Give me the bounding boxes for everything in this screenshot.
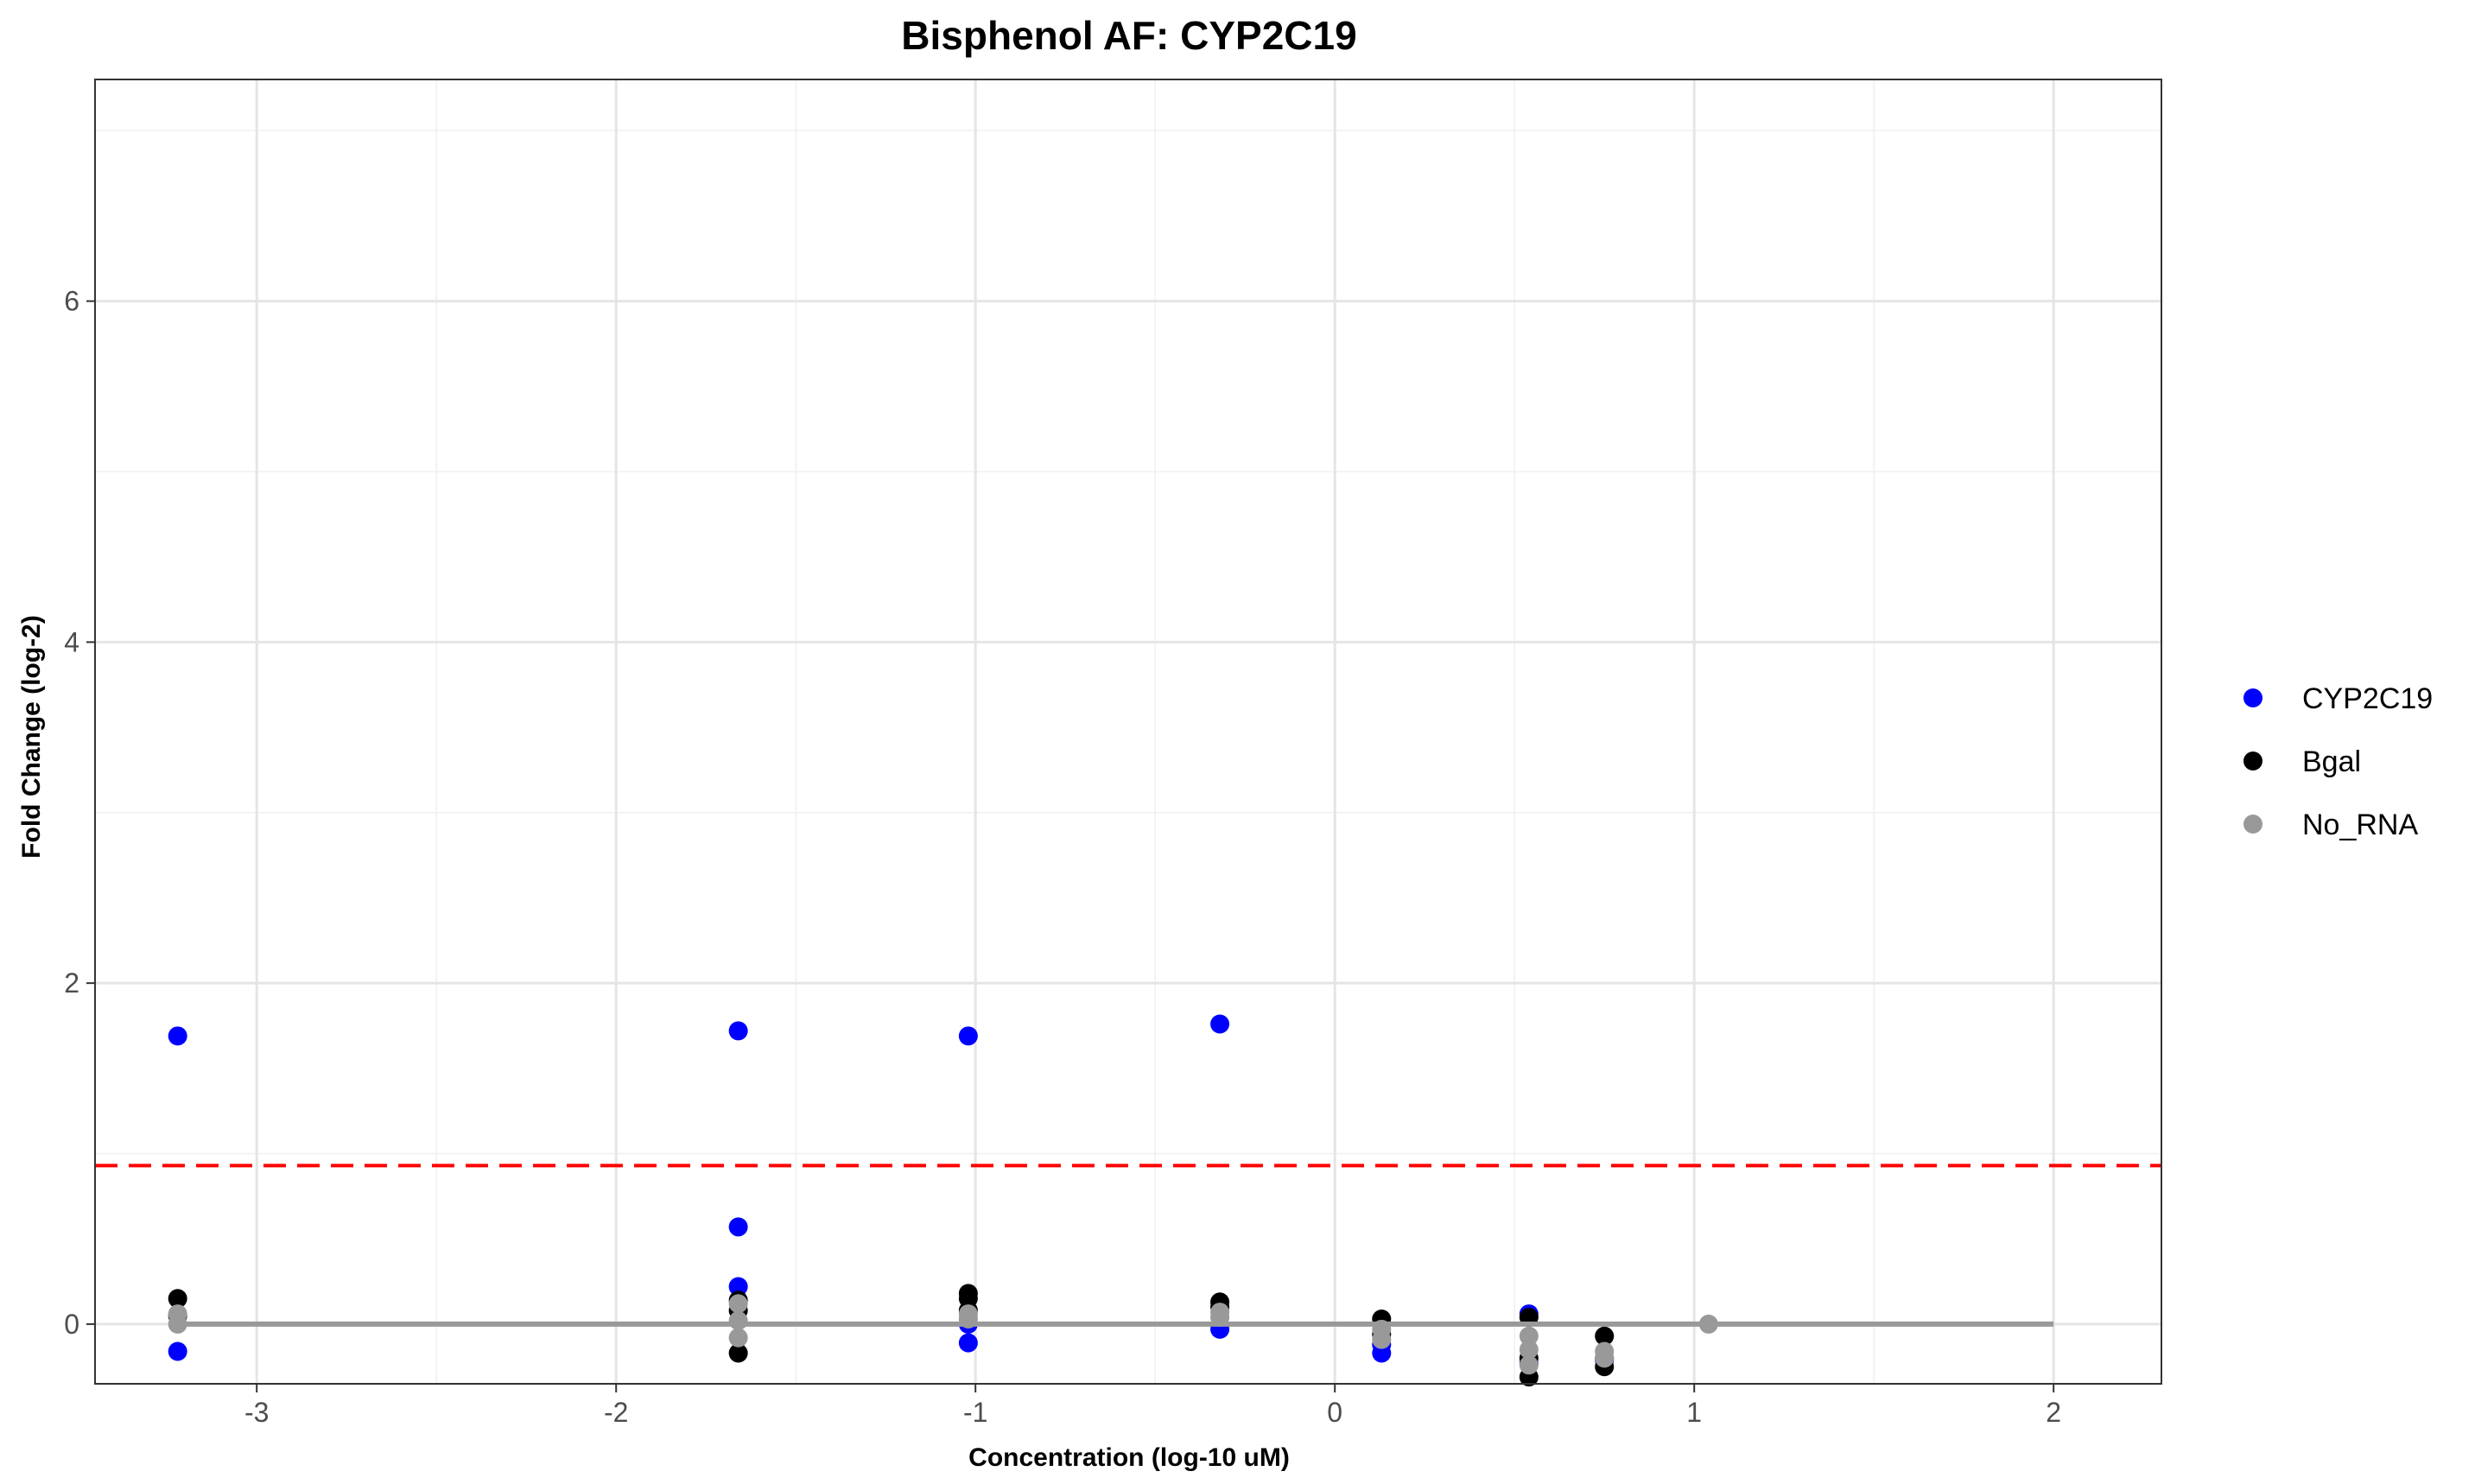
data-point [728,1294,748,1314]
data-point [728,1310,748,1330]
data-point [728,1343,748,1363]
data-point [1372,1329,1392,1349]
data-point [958,1026,978,1046]
data-point [168,1341,187,1361]
legend-label: Bgal [2302,745,2361,778]
x-tick-label: 2 [2046,1397,2061,1428]
data-point [728,1277,748,1297]
y-axis-title: Fold Change (log-2) [17,615,46,859]
legend: CYP2C19 Bgal No_RNA [2243,682,2433,841]
data-point [1519,1326,1539,1346]
legend-key-cyp2c19 [2243,688,2262,707]
data-point [1595,1326,1615,1346]
legend-label: No_RNA [2302,809,2418,841]
y-tick-label: 4 [64,626,79,657]
y-tick-label: 0 [64,1309,79,1340]
x-tick-label: -2 [604,1397,628,1428]
data-point [1519,1340,1539,1360]
series-no-rna [168,1294,1718,1375]
y-tick-label: 6 [64,286,79,317]
data-point [1519,1355,1539,1375]
x-tick-label: -3 [244,1397,269,1428]
x-tick-label: 1 [1686,1397,1702,1428]
data-point [728,1217,748,1237]
data-point [168,1026,187,1046]
x-tick-label: 0 [1327,1397,1342,1428]
plot-panel [94,79,2162,1387]
data-point [1595,1348,1615,1368]
panel-border [94,79,2162,1385]
data-point [958,1333,978,1353]
data-point [728,1021,748,1041]
reference-lines [95,1164,2161,1327]
x-axis-title: Concentration (log-10 uM) [968,1443,1290,1472]
y-tick-label: 2 [64,967,79,999]
data-points [168,1014,1718,1387]
legend-label: CYP2C19 [2302,682,2433,715]
chart-title: Bisphenol AF: CYP2C19 [901,13,1356,58]
legend-key-no-rna [2243,815,2262,834]
y-axis: 0 2 4 6 [64,286,95,1340]
data-point [1210,1014,1230,1034]
data-point [728,1328,748,1348]
data-point [168,1289,187,1309]
x-tick-label: -1 [963,1397,987,1428]
legend-key-bgal [2243,752,2262,771]
x-axis: -3 -2 -1 0 1 2 [244,1384,2061,1428]
panel-background [95,79,2161,1384]
